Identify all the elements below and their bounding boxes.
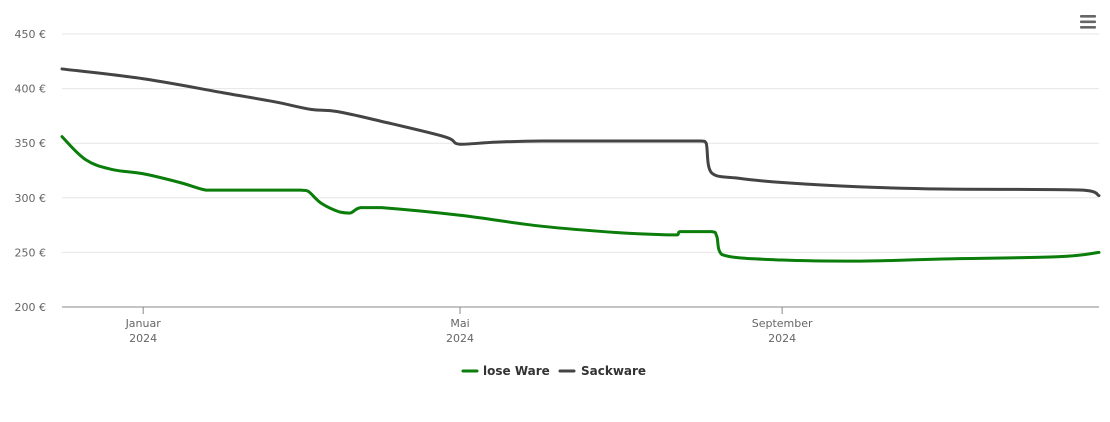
x-tick-label-month: Januar xyxy=(125,317,162,330)
y-tick-label: 200 € xyxy=(15,301,47,314)
x-tick-label-month: September xyxy=(752,317,813,330)
x-tick-label-year: 2024 xyxy=(768,332,796,345)
x-tick-label-year: 2024 xyxy=(129,332,157,345)
x-tick-label-year: 2024 xyxy=(446,332,474,345)
legend[interactable]: lose Ware Sackware xyxy=(461,364,646,378)
x-axis-tick-labels: Januar 2024 Mai 2024 September 2024 xyxy=(125,317,813,345)
chart-menu-button[interactable] xyxy=(1074,10,1102,34)
legend-label[interactable]: Sackware xyxy=(581,364,646,378)
series-lines xyxy=(60,67,1101,263)
hamburger-menu-icon[interactable] xyxy=(1080,15,1096,29)
legend-item-lose-ware[interactable]: lose Ware xyxy=(461,364,550,378)
legend-label[interactable]: lose Ware xyxy=(483,364,550,378)
grid-lines xyxy=(62,33,1099,253)
y-axis-tick-labels: 200 € 250 € 300 € 350 € 400 € 450 € xyxy=(15,28,47,314)
y-tick-label: 250 € xyxy=(15,246,47,259)
legend-item-sackware[interactable]: Sackware xyxy=(558,364,646,378)
x-axis xyxy=(62,306,1099,314)
y-tick-label: 450 € xyxy=(15,28,47,41)
series-line-sackware xyxy=(60,67,1101,198)
y-tick-label: 350 € xyxy=(15,137,47,150)
y-tick-label: 400 € xyxy=(15,83,47,96)
y-tick-label: 300 € xyxy=(15,192,47,205)
series-line-lose-ware xyxy=(60,135,1101,263)
x-tick-label-month: Mai xyxy=(450,317,469,330)
